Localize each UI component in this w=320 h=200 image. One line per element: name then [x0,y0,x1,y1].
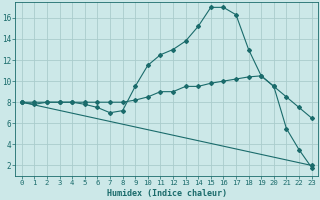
X-axis label: Humidex (Indice chaleur): Humidex (Indice chaleur) [107,189,227,198]
